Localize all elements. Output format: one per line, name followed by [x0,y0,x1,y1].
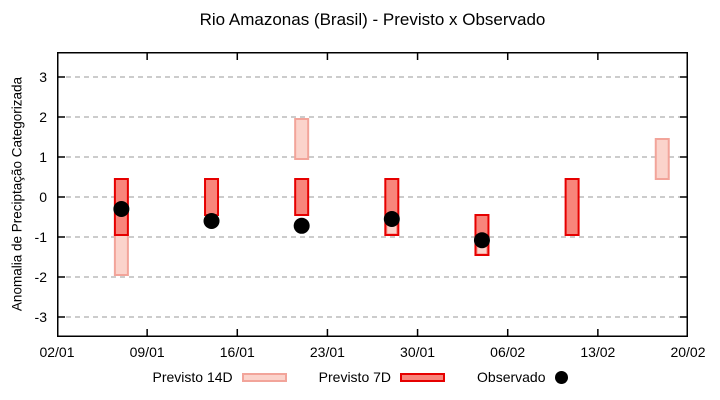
x-tick-label: 16/01 [219,344,255,360]
legend-item-observado: Observado [477,369,568,385]
previsto-7d-bar [294,178,310,216]
previsto-14d-bar [654,138,670,180]
previsto-14d-bar [294,118,310,160]
y-tick-label: -1 [34,229,47,245]
observado-dot [473,232,490,249]
x-tick-label: 09/01 [129,344,165,360]
legend-label-observado: Observado [477,369,546,385]
x-tick-label: 06/02 [490,344,526,360]
previsto-7d-swatch [400,372,446,382]
y-tick-label: -2 [34,269,47,285]
y-tick-label: 2 [39,109,47,125]
plot-canvas [56,52,689,337]
legend-item-previsto-14d: Previsto 14D [153,369,287,385]
x-tick-label: 30/01 [400,344,436,360]
previsto-14d-bar [113,234,129,276]
y-tick-label: 0 [39,189,47,205]
plot-area [56,52,689,337]
x-tick-label: 02/01 [39,344,75,360]
observado-swatch-dot [554,370,568,384]
previsto-7d-bar [564,178,580,236]
observado-dot [113,201,130,217]
observado-dot [203,213,220,229]
legend: Previsto 14D Previsto 7D Observado [0,369,720,385]
y-tick-label: 1 [39,149,47,165]
previsto-14d-swatch [241,372,287,382]
chart-title: Rio Amazonas (Brasil) - Previsto x Obser… [199,10,546,29]
y-tick-label: -3 [34,309,47,325]
observado-dot [293,217,310,234]
x-tick-label: 20/02 [670,344,706,360]
legend-label-previsto-14d: Previsto 14D [152,369,233,385]
y-tick-label: 3 [39,69,47,85]
previsto-14d-inner-fill [387,223,397,234]
previsto-7d-bar [204,178,220,216]
plot-border [57,52,688,337]
x-tick-label: 23/01 [309,344,345,360]
previsto-14d-inner-fill [477,243,487,254]
observado-dot [383,211,400,227]
legend-item-previsto-7d: Previsto 7D [318,369,446,385]
x-tick-label: 13/02 [580,344,616,360]
legend-label-previsto-7d: Previsto 7D [318,369,392,385]
